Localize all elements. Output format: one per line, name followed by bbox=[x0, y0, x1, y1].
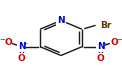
Text: O: O bbox=[4, 38, 12, 47]
Text: Br: Br bbox=[100, 21, 111, 30]
Text: N: N bbox=[18, 42, 25, 51]
Text: N: N bbox=[97, 42, 104, 51]
Text: +: + bbox=[102, 41, 107, 46]
Text: O: O bbox=[18, 54, 25, 63]
Text: N: N bbox=[57, 16, 65, 25]
Text: O: O bbox=[97, 54, 104, 63]
Text: O: O bbox=[110, 38, 118, 47]
Text: −: − bbox=[117, 37, 122, 43]
Text: −: − bbox=[0, 37, 5, 43]
Text: +: + bbox=[23, 41, 28, 46]
